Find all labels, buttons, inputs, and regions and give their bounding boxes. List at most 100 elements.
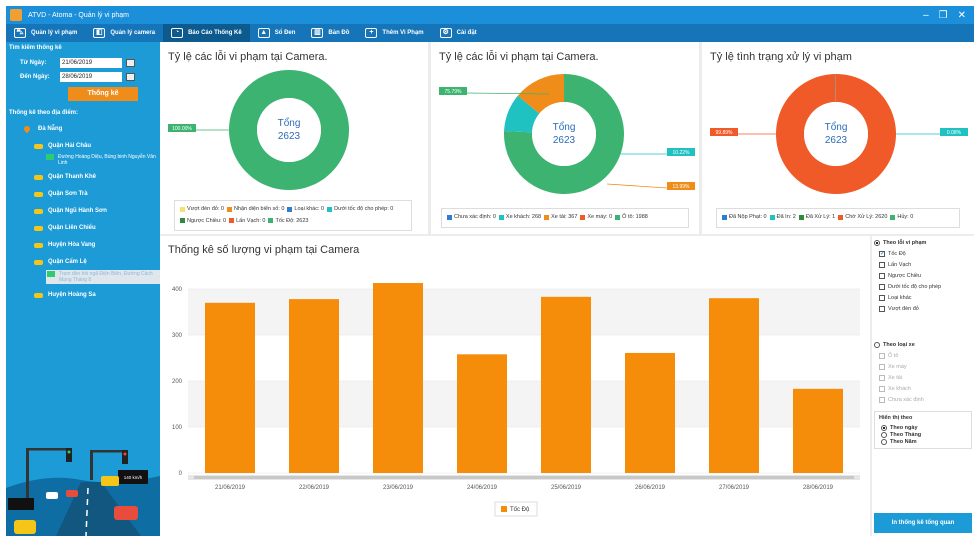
callout-label: 99.89%	[716, 130, 734, 136]
vehicle-checkbox[interactable]: Xe khách	[879, 386, 974, 392]
vehicle-checkbox-label: Xe khách	[888, 386, 911, 392]
menu-item-5[interactable]: + Thêm Vi Phạm	[357, 24, 431, 42]
by-vehicle-radio[interactable]: Theo loại xe	[874, 342, 974, 348]
tree-district[interactable]: Huyện Hoàng Sa	[6, 289, 160, 301]
by-violation-radio[interactable]: Theo lỗi vi phạm	[874, 240, 974, 246]
tree-city[interactable]: Đà Nẵng	[6, 123, 160, 135]
bar[interactable]	[457, 354, 507, 473]
violation-checkbox-label: Tốc Độ	[888, 251, 906, 257]
display-radio[interactable]: Theo Năm	[881, 439, 967, 445]
app-logo-icon	[10, 9, 22, 21]
legend-item: Đã Nộp Phạt: 0	[722, 212, 767, 222]
legend-item: Xe máy: 0	[580, 212, 612, 222]
x-tick-label: 27/06/2019	[719, 485, 750, 491]
tree-camera[interactable]: Đường Hoàng Diệu, Bùng binh Nguyễn Văn L…	[46, 154, 160, 166]
violation-checkbox[interactable]: ✓ Tốc Độ	[879, 251, 974, 257]
menu-item-3[interactable]: ▲ Sổ Đen	[250, 24, 304, 42]
violation-pie-chart: Tổng 2623 100.00%	[168, 70, 349, 190]
minimize-button[interactable]: ‒	[923, 9, 929, 21]
vehicle-checkbox[interactable]: Xe máy	[879, 364, 974, 370]
legend-swatch	[180, 218, 185, 223]
restore-button[interactable]: ❐	[938, 9, 948, 21]
status-bar	[6, 536, 974, 546]
violation-checkbox-label: Vượt đèn đỏ	[888, 306, 919, 312]
legend-item: Loại khác: 0	[287, 204, 324, 214]
bar[interactable]	[793, 388, 843, 473]
menu-item-2[interactable]: ◔ Báo Cáo Thống Kê	[163, 24, 250, 42]
vehicle-checkbox-label: Ô tô	[888, 353, 899, 359]
tree-district-label: Quận Sơn Trà	[48, 191, 88, 197]
print-summary-button[interactable]: In thống kê tổng quan	[874, 513, 972, 533]
chart-scrollbar-thumb[interactable]	[194, 476, 854, 479]
violation-checkbox[interactable]: Vượt đèn đỏ	[879, 306, 974, 312]
car-icon	[34, 242, 43, 248]
donut-hole	[532, 102, 596, 166]
by-violation-label: Theo lỗi vi phạm	[883, 240, 927, 246]
callout-line	[606, 183, 668, 189]
bar[interactable]	[709, 298, 759, 473]
callout-label: 10.22%	[673, 150, 691, 156]
menu-item-label: Cài đặt	[456, 30, 477, 36]
statistics-button[interactable]: Thống kê	[68, 87, 138, 101]
vehicle-checklist: Ô tô Xe máy Xe tải Xe khách Chưa xác định	[872, 353, 974, 403]
tree-camera[interactable]: Trạm đèn hồi ngã Điện Biên, Đường Cách M…	[46, 270, 160, 284]
tree-district[interactable]: Quận Liên Chiểu	[6, 222, 160, 234]
violation-checkbox-label: Lấn Vạch	[888, 262, 912, 268]
violation-checkbox[interactable]: Lấn Vạch	[879, 262, 974, 268]
checkmark-icon: ✓	[879, 251, 886, 257]
to-date-label: Đến Ngày:	[20, 74, 50, 80]
calendar-icon[interactable]	[126, 59, 135, 67]
bar[interactable]	[541, 296, 591, 473]
tree-city-label: Đà Nẵng	[38, 126, 63, 132]
processing-pie-card: Tỷ lệ tình trạng xử lý vi phạm Tổng 2623 9…	[702, 42, 974, 234]
to-date-row: Đến Ngày: 28/06/2019	[20, 72, 160, 82]
tree-district[interactable]: Quận Sơn Trà	[6, 188, 160, 200]
legend-item: Chờ Xử Lý: 2620	[838, 212, 887, 222]
violation-checkbox-label: Loại khác	[888, 295, 912, 301]
grid-band	[188, 381, 860, 427]
donut-center-label: Tổng	[825, 121, 848, 133]
from-date-input[interactable]: 21/06/2019	[60, 58, 122, 68]
display-radio[interactable]: Theo Tháng	[881, 432, 967, 438]
violation-checkbox[interactable]: Loại khác	[879, 295, 974, 301]
tree-district[interactable]: Quận Hải Châu	[6, 140, 160, 152]
menu-item-0[interactable]: ⛍ Quản lý vi phạm	[6, 24, 85, 42]
display-radio[interactable]: Theo ngày	[881, 425, 967, 431]
camera-icon	[46, 154, 54, 160]
vehicle-checkbox[interactable]: Xe tải	[879, 375, 974, 381]
tree-district[interactable]: Huyện Hòa Vang	[6, 239, 160, 251]
violation-checkbox-label: Ngược Chiều	[888, 273, 921, 279]
menu-item-label: Thêm Vi Phạm	[382, 30, 424, 36]
violation-checkbox[interactable]: Ngược Chiều	[879, 273, 974, 279]
car-icon	[34, 174, 43, 180]
legend-item: Ngược Chiều: 0	[180, 216, 226, 226]
bar[interactable]	[205, 302, 255, 473]
bar[interactable]	[373, 283, 423, 473]
to-date-input[interactable]: 28/06/2019	[60, 72, 122, 82]
calendar-icon[interactable]	[126, 73, 135, 81]
pie-slice	[776, 74, 897, 195]
legend-swatch	[180, 206, 185, 212]
menu-item-6[interactable]: ⚙ Cài đặt	[432, 24, 485, 42]
bar[interactable]	[625, 352, 675, 473]
menu-item-label: Báo Cáo Thống Kê	[188, 30, 242, 36]
checkbox-icon	[879, 273, 885, 279]
legend-swatch	[268, 218, 274, 223]
close-button[interactable]: ✕	[957, 9, 966, 21]
donut-center-label: Tổng	[553, 121, 576, 133]
vehicle-checkbox[interactable]: Chưa xác định	[879, 397, 974, 403]
legend-label: Ô tô: 1988	[622, 214, 648, 220]
callout-badge	[940, 128, 968, 136]
menu-item-4[interactable]: ▥ Bản Đồ	[303, 24, 357, 42]
violation-checkbox[interactable]: Dưới tốc độ cho phép	[879, 284, 974, 290]
bar[interactable]	[289, 299, 339, 473]
tree-district[interactable]: Quận Ngũ Hành Sơn	[6, 205, 160, 217]
tree-district[interactable]: Quận Thanh Khê	[6, 171, 160, 183]
donut-center-value: 2623	[278, 131, 301, 142]
vehicle-checkbox[interactable]: Ô tô	[879, 353, 974, 359]
tree-district[interactable]: Quận Cẩm Lệ	[6, 256, 160, 268]
x-tick-label: 28/06/2019	[803, 485, 834, 491]
menu-item-1[interactable]: ◧ Quản lý camera	[85, 24, 163, 42]
display-radio-label: Theo Năm	[890, 439, 917, 445]
legend-swatch	[615, 214, 621, 220]
